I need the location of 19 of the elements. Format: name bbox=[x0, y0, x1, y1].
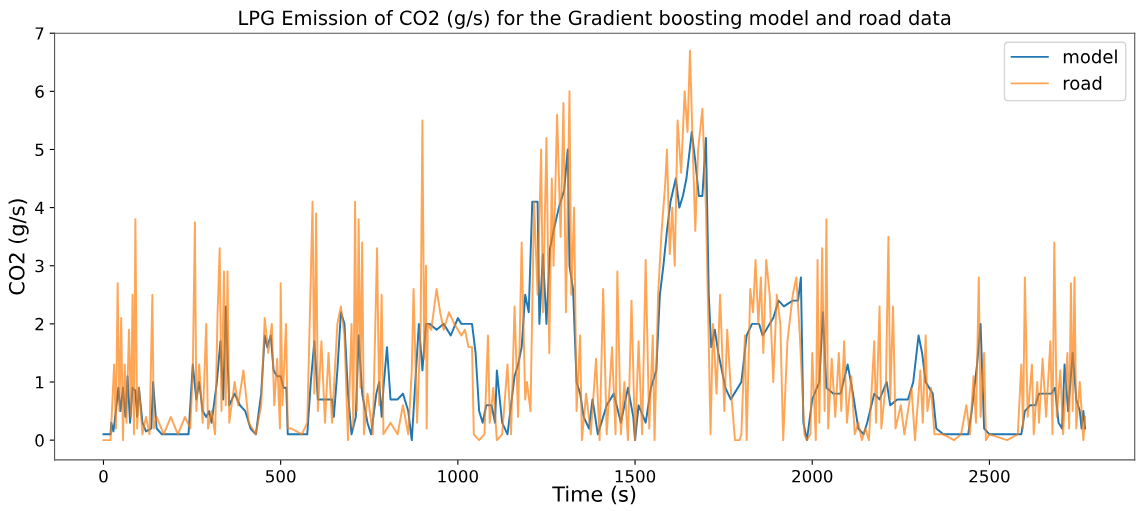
y-tick-label: 5 bbox=[35, 143, 44, 157]
y-tick-label: 0 bbox=[35, 434, 44, 447]
x-tick-label: 2500 bbox=[969, 469, 1010, 483]
legend-label: model bbox=[1063, 49, 1117, 64]
y-tick-label: 7 bbox=[35, 27, 44, 40]
x-axis-title: Time (s) bbox=[552, 485, 636, 505]
x-tick-label: 2000 bbox=[792, 469, 833, 483]
y-tick-label: 6 bbox=[35, 85, 44, 98]
legend-label: road bbox=[1063, 75, 1102, 90]
x-tick-label: 1000 bbox=[438, 469, 478, 483]
x-tick-label: 0 bbox=[99, 469, 108, 483]
y-tick-label: 1 bbox=[36, 376, 44, 389]
x-tick-label: 500 bbox=[266, 469, 296, 483]
y-axis-title: CO2 (g/s) bbox=[8, 199, 29, 295]
y-tick-label: 2 bbox=[35, 317, 44, 331]
chart-title: LPG Emission of CO2 (g/s) for the Gradient boosting model and road data bbox=[239, 10, 951, 29]
x-tick-label: 1500 bbox=[615, 469, 656, 483]
y-tick-label: 4 bbox=[35, 201, 44, 214]
y-tick-label: 3 bbox=[35, 259, 44, 273]
